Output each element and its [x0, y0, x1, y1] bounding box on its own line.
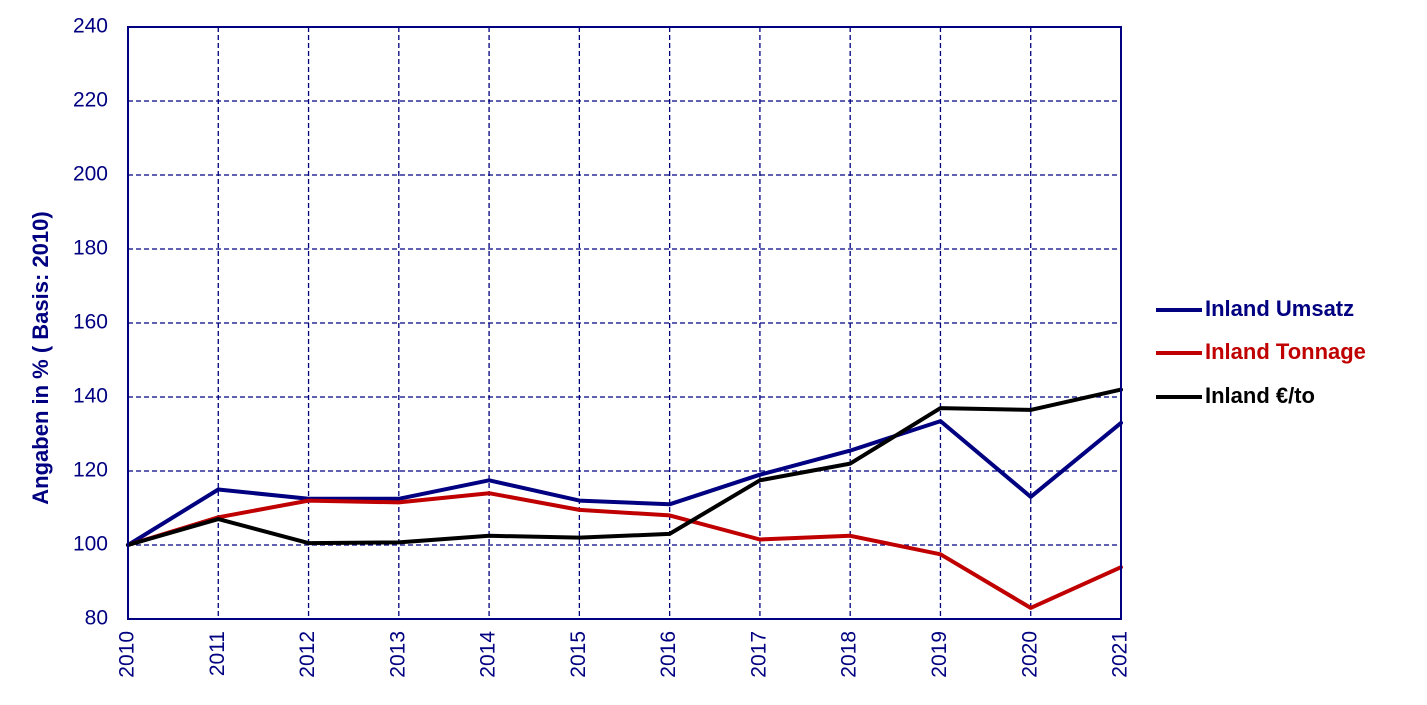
x-tick-label: 2013	[386, 631, 409, 678]
grid-lines	[128, 27, 1121, 619]
x-tick-label: 2012	[296, 631, 319, 678]
series-line	[126, 419, 1123, 547]
legend: Inland Umsatz Inland Tonnage Inland €/to	[1156, 296, 1366, 408]
series-line	[126, 491, 1123, 610]
x-tick-label: 2011	[206, 631, 229, 676]
x-tick-label: 2017	[747, 631, 770, 678]
plot-frame	[127, 26, 1122, 620]
x-tick-labels: 2010 2011 2012 2013 2014 2015 2016 2017 2018 2019…	[116, 631, 1132, 678]
x-tick-label: 2014	[477, 631, 500, 678]
x-tick-label: 2018	[838, 631, 861, 678]
legend-label: Inland Tonnage	[1205, 339, 1366, 364]
y-axis-label: Angaben in % ( Basis: 2010)	[28, 211, 53, 504]
y-tick-label: 220	[73, 89, 108, 112]
x-tick-label: 2021	[1109, 631, 1132, 678]
legend-label: Inland Umsatz	[1205, 296, 1354, 321]
series-line	[126, 387, 1123, 547]
y-tick-labels: 80 100 120 140 160 180 200 220 240	[73, 15, 108, 630]
y-tick-label: 140	[73, 385, 108, 408]
y-tick-label: 160	[73, 311, 108, 334]
x-tick-label: 2020	[1018, 631, 1041, 678]
y-tick-label: 180	[73, 237, 108, 260]
x-tick-label: 2019	[928, 631, 951, 678]
legend-label: Inland €/to	[1205, 383, 1315, 408]
y-tick-label: 120	[73, 459, 108, 482]
x-tick-label: 2015	[567, 631, 590, 678]
x-tick-label: 2016	[657, 631, 680, 678]
y-tick-label: 80	[85, 607, 108, 630]
series-lines	[126, 387, 1123, 610]
y-tick-label: 200	[73, 163, 108, 186]
y-tick-label: 240	[73, 15, 108, 38]
y-tick-label: 100	[73, 533, 108, 556]
x-tick-label: 2010	[116, 631, 139, 678]
